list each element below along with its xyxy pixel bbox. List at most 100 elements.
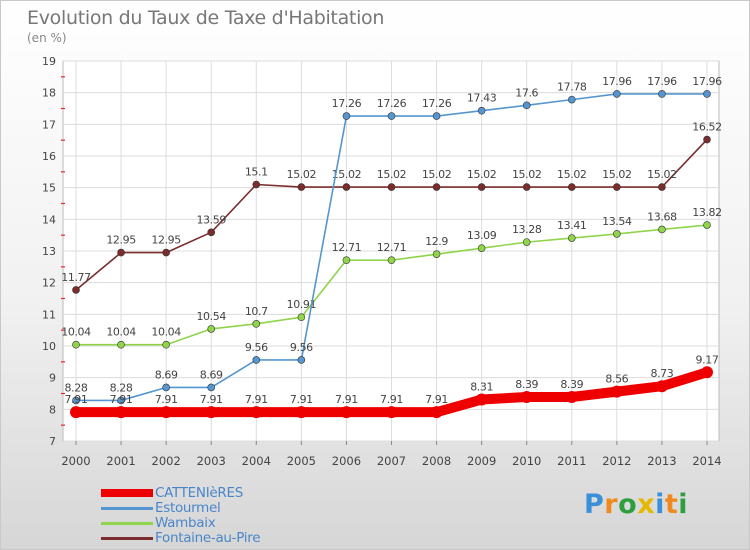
y-tick-label: 18 (42, 87, 56, 100)
data-label: 13.41 (557, 219, 587, 232)
data-point (252, 320, 261, 328)
line-chart: 7 8 9 10 11 12 13 14 15 16 17 18 19 2000 2001 2002 2003 2… (42, 55, 723, 468)
series-estourmel: 8.28 8.28 8.69 8.69 9.56 9.56 17.26 17.26 17.26 1… (65, 75, 723, 405)
data-label: 7.91 (335, 393, 358, 406)
data-label: 7.91 (245, 393, 268, 406)
y-tick-label: 14 (42, 213, 56, 226)
x-tick-label: 2005 (287, 454, 316, 468)
data-label: 17.96 (692, 75, 722, 88)
data-label: 7.91 (425, 393, 448, 406)
data-point (655, 380, 668, 393)
data-point (565, 390, 578, 403)
data-label: 8.69 (200, 368, 223, 381)
data-label: 7.91 (155, 393, 178, 406)
data-point (342, 183, 351, 191)
data-point (72, 396, 80, 405)
data-label: 10.7 (245, 305, 268, 318)
data-label: 10.04 (106, 326, 136, 339)
data-point (162, 248, 170, 257)
legend-label-wambaix: Wambaix (155, 515, 216, 531)
data-point (477, 183, 486, 191)
series-catteni-res: 7.91 7.91 7.91 7.91 7.91 7.91 7.91 7.91 7.91 8.31… (65, 353, 719, 419)
data-label: 15.02 (602, 168, 632, 181)
data-label: 13.28 (512, 223, 542, 236)
data-label: 12.95 (106, 234, 136, 247)
data-point (117, 248, 125, 257)
proxiti-logo: Proxiti (584, 489, 688, 520)
data-point (658, 225, 666, 234)
data-point (342, 256, 351, 264)
data-point (430, 406, 443, 419)
logo-letter: t (664, 489, 679, 520)
data-label: 13.09 (467, 229, 497, 242)
data-label: 12.71 (332, 241, 362, 254)
x-tick-label: 2009 (467, 454, 496, 468)
data-label: 8.31 (470, 381, 493, 394)
y-tick-label: 13 (42, 245, 56, 258)
legend-label-fontaine: Fontaine-au-Pire (155, 530, 261, 546)
data-point (613, 230, 621, 238)
data-label: 15.02 (332, 168, 362, 181)
data-point (387, 256, 396, 264)
data-point (252, 180, 261, 189)
logo-letter: o (618, 489, 638, 520)
y-tick-label: 10 (42, 340, 56, 353)
data-label: 8.39 (515, 378, 538, 391)
y-tick-label: 17 (42, 118, 56, 131)
data-point (117, 340, 125, 349)
data-point (72, 286, 80, 294)
chart-subtitle: (en %) (27, 31, 67, 45)
data-label: 12.71 (377, 241, 407, 254)
data-point (703, 135, 711, 144)
data-point (658, 90, 666, 98)
x-tick-label: 2006 (332, 454, 361, 468)
x-tick-label: 2002 (152, 454, 181, 468)
data-point (117, 396, 125, 405)
data-point (250, 406, 263, 419)
data-point (703, 221, 711, 229)
x-tick-label: 2011 (557, 454, 586, 468)
data-label: 9.56 (245, 341, 268, 354)
x-tick-label: 2007 (377, 454, 406, 468)
logo-letter: i (678, 489, 689, 520)
x-tick-label: 2001 (106, 454, 135, 468)
data-point (207, 383, 216, 392)
data-point (522, 101, 531, 110)
data-label: 10.54 (196, 310, 226, 323)
data-point (340, 406, 353, 419)
chart-title: Evolution du Taux de Taxe d'Habitation (27, 7, 385, 29)
data-label: 15.02 (377, 168, 407, 181)
logo-letter: P (584, 489, 605, 520)
data-point (567, 234, 576, 242)
data-label: 8.69 (155, 368, 178, 381)
legend-label-cattenieres: CATTENIèRES (155, 485, 243, 501)
data-point (613, 183, 621, 191)
data-point (387, 112, 396, 120)
legend-swatch-cattenieres (101, 489, 153, 497)
data-point (162, 340, 170, 349)
data-label: 13.68 (647, 210, 677, 223)
data-point (432, 183, 441, 191)
data-label: 8.56 (605, 373, 628, 386)
data-point (72, 340, 80, 349)
data-point (252, 356, 261, 364)
data-label: 16.52 (692, 121, 722, 134)
y-tick-label: 15 (42, 182, 56, 195)
data-label: 15.02 (557, 168, 587, 181)
data-point (70, 406, 82, 419)
x-tick-label: 2003 (197, 454, 226, 468)
data-label: 7.91 (380, 393, 403, 406)
data-label: 8.73 (650, 367, 673, 380)
x-tick-label: 2012 (602, 454, 631, 468)
series-fontaine-au-pire: 11.77 12.95 12.95 13.59 15.1 15.02 15.02 15.02 1… (61, 121, 722, 294)
data-point (658, 183, 666, 191)
data-point (297, 183, 306, 191)
data-point (295, 406, 308, 419)
y-tick-label: 19 (42, 55, 56, 68)
data-point (703, 90, 711, 98)
y-tick-label: 11 (42, 308, 56, 321)
data-label: 17.6 (515, 86, 538, 99)
data-label: 8.28 (110, 381, 133, 394)
data-point (297, 356, 306, 364)
data-point (207, 228, 216, 237)
